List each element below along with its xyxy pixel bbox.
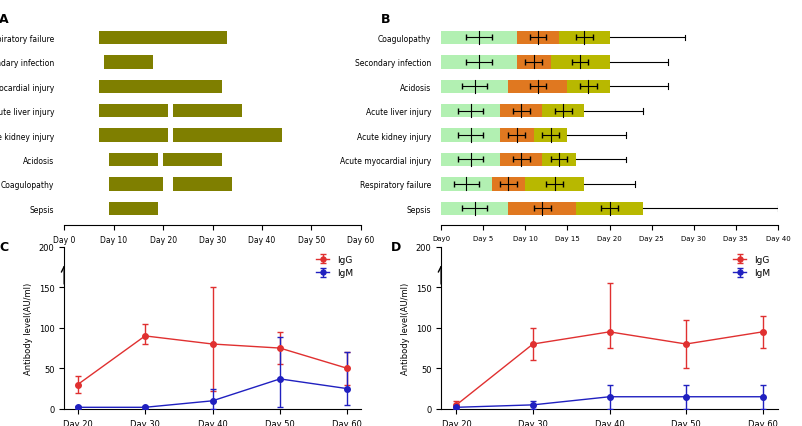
Bar — [508, 202, 576, 216]
Bar — [163, 32, 228, 45]
Text: illness onset: illness onset — [441, 291, 489, 300]
Bar — [550, 56, 610, 69]
Bar — [441, 153, 500, 167]
Bar — [163, 153, 222, 167]
Bar — [108, 178, 163, 191]
Bar — [163, 81, 222, 94]
Legend: IgG, IgM: IgG, IgM — [312, 252, 356, 281]
Bar — [525, 178, 584, 191]
Bar — [441, 56, 516, 69]
Bar — [441, 178, 492, 191]
Bar — [99, 105, 168, 118]
Bar — [173, 178, 233, 191]
Bar — [567, 81, 610, 94]
Bar — [173, 129, 282, 142]
Bar — [500, 129, 534, 142]
Text: D: D — [391, 241, 401, 253]
Legend: Time from illness onset to admission, Time from admission to  complications, Tim: Time from illness onset to admission, Ti… — [485, 297, 642, 328]
Bar — [441, 105, 500, 118]
Bar — [99, 129, 168, 142]
Bar — [108, 153, 158, 167]
Bar — [441, 202, 508, 216]
Bar — [173, 105, 242, 118]
Bar — [542, 105, 584, 118]
Bar — [441, 129, 500, 142]
Bar — [542, 153, 576, 167]
Bar — [500, 105, 542, 118]
Legend: IgG, IgM: IgG, IgM — [729, 252, 773, 281]
Bar — [559, 32, 610, 45]
Bar — [99, 81, 163, 94]
Text: C: C — [0, 241, 8, 253]
Y-axis label: Antibody level(AU/ml): Antibody level(AU/ml) — [24, 282, 33, 374]
Y-axis label: Antibody level(AU/ml): Antibody level(AU/ml) — [401, 282, 410, 374]
Bar — [500, 153, 542, 167]
Bar — [516, 32, 559, 45]
Bar — [108, 202, 158, 216]
Text: illness onset: illness onset — [64, 291, 112, 300]
Bar — [441, 81, 508, 94]
Bar — [508, 81, 567, 94]
Text: B: B — [380, 13, 390, 26]
Bar — [103, 56, 153, 69]
Bar — [576, 202, 643, 216]
Bar — [99, 32, 163, 45]
Bar — [492, 178, 525, 191]
Bar — [516, 56, 550, 69]
Bar — [534, 129, 567, 142]
Bar — [441, 32, 516, 45]
Text: A: A — [0, 13, 9, 26]
